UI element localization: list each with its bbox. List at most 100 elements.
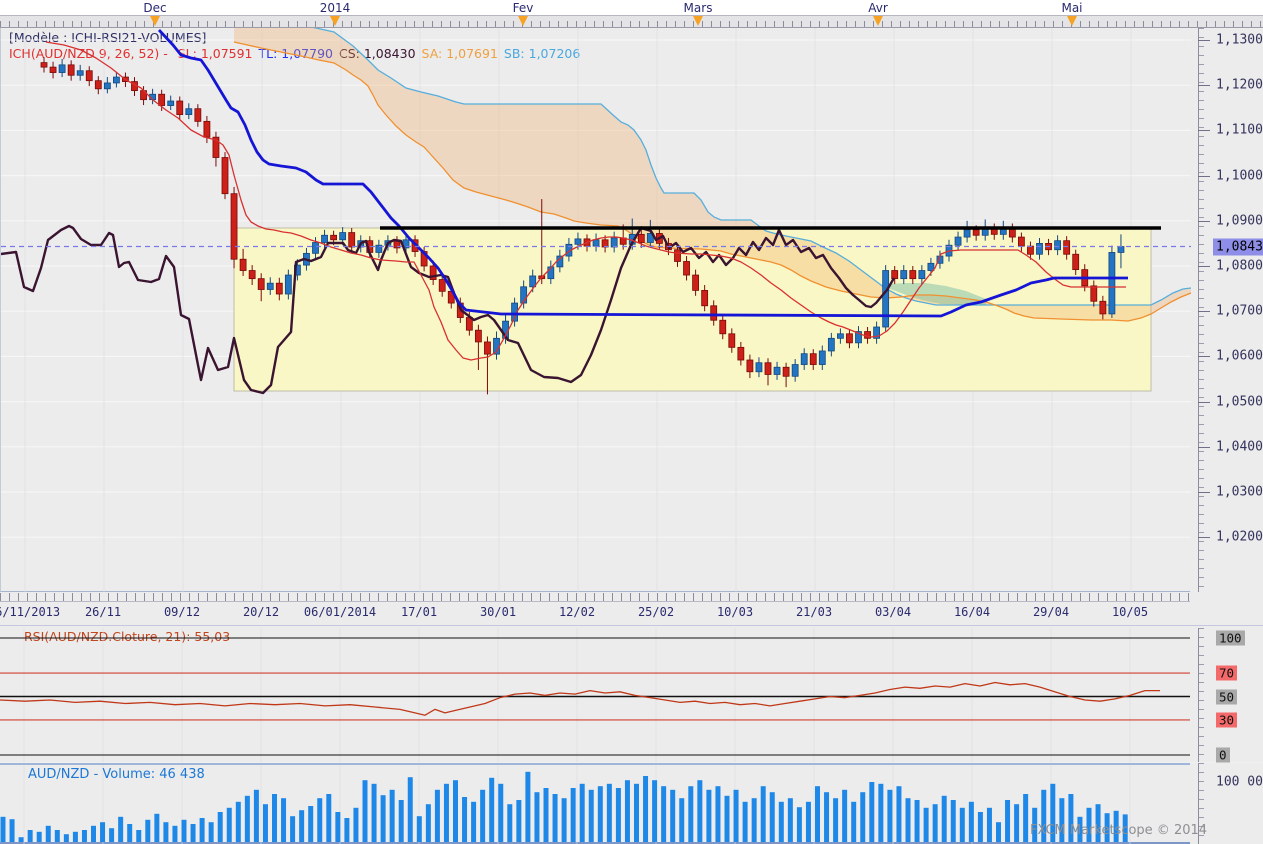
- ichimoku-cloud-bearish: [881, 283, 986, 305]
- date-tick-label: 30/01: [479, 605, 517, 619]
- indicator-value-sl: SL: 1,07591: [177, 46, 253, 61]
- rsi-level-badge: 70: [1216, 665, 1238, 681]
- date-axis-ticks: [0, 593, 1190, 602]
- main-chart-pane[interactable]: [Modèle : ICHI-RSI21-VOLUMES] ICH(AUD/NZ…: [0, 28, 1191, 592]
- indicator-value-cs: CS: 1,08430: [339, 46, 416, 61]
- price-axis-tick: [1198, 401, 1210, 403]
- price-axis-tick: [1198, 356, 1210, 358]
- date-axis[interactable]: 06/11/2013 26/11 09/12 20/12 06/01/2014 17/01…: [0, 592, 1263, 628]
- gridlines: [1, 28, 1191, 592]
- volume-pane[interactable]: AUD/NZD - Volume: 46 438 FXCM Marketscop…: [0, 763, 1207, 844]
- price-tick-label: 1,0200: [1216, 529, 1263, 545]
- month-marker-arrow: [330, 16, 340, 26]
- month-marker-arrow: [150, 16, 160, 26]
- month-marker-arrow: [518, 16, 528, 26]
- top-ruler-ticks: [0, 21, 1263, 27]
- price-axis-ruler: [1198, 28, 1211, 592]
- date-tick-label: 09/12: [163, 605, 201, 619]
- price-tick-label: 1,0500: [1216, 394, 1263, 410]
- watermark: FXCM Marketscope © 2014: [1030, 823, 1208, 838]
- volume-label: AUD/NZD - Volume: 46 438: [28, 767, 205, 782]
- tenkan-line: [45, 41, 1126, 361]
- rsi-axis-ruler: [1198, 628, 1211, 762]
- senkou-b-line: [312, 28, 1191, 306]
- current-price-badge: 1,08430: [1213, 238, 1263, 256]
- rsi-level-badge: 30: [1216, 712, 1238, 728]
- date-tick-label: 20/12: [242, 605, 280, 619]
- price-axis-tick: [1198, 85, 1210, 87]
- volume-bars: [0, 771, 1128, 842]
- chart-titles: [Modèle : ICHI-RSI21-VOLUMES] ICH(AUD/NZ…: [9, 30, 586, 61]
- indicator-prefix: ICH(AUD/NZD 9, 26, 52) -: [9, 46, 172, 61]
- price-axis-tick: [1198, 40, 1210, 41]
- date-tick-label: 29/04: [1032, 605, 1070, 619]
- date-tick-label: 21/03: [795, 605, 833, 619]
- top-month-axis: Dec 2014 Fev Mars Avr Mai: [0, 0, 1263, 28]
- rsi-level-badge: 0: [1216, 747, 1230, 763]
- date-tick-label: 16/04: [953, 605, 991, 619]
- indicator-value-sa: SA: 1,07691: [421, 46, 498, 61]
- date-tick-label: 17/01: [400, 605, 438, 619]
- volume-axis-label: 100 000: [1216, 774, 1263, 790]
- month-label: Dec: [143, 1, 167, 15]
- indicator-value-tl: TL: 1,07790: [258, 46, 333, 61]
- price-tick-label: 1,1000: [1216, 168, 1263, 184]
- price-axis-tick: [1198, 446, 1210, 448]
- price-axis[interactable]: 1,08430 1,1300 1,1200 1,1100 1,1000 1,0900 1,…: [1190, 28, 1263, 592]
- main-chart-canvas: [1, 28, 1191, 592]
- date-tick-label: 10/03: [716, 605, 754, 619]
- month-label: Fev: [512, 1, 534, 15]
- date-tick-label: 26/11: [84, 605, 122, 619]
- model-title: [Modèle : ICHI-RSI21-VOLUMES]: [9, 30, 207, 45]
- price-axis-tick: [1198, 537, 1210, 539]
- month-label-row: [0, 0, 1263, 15]
- rsi-axis: 100 70 50 30 0: [1190, 628, 1263, 763]
- price-tick-label: 1,1300: [1216, 32, 1263, 48]
- date-axis-separator: [0, 625, 1263, 626]
- ichimoku-cloud: [234, 28, 1191, 321]
- candles: [40, 57, 1125, 395]
- price-tick-label: 1,0600: [1216, 348, 1263, 364]
- month-label: Mai: [1061, 1, 1083, 15]
- volume-axis-ruler: [1198, 763, 1211, 844]
- rsi-canvas: [0, 628, 1190, 762]
- rsi-pane[interactable]: RSI(AUD/NZD.Cloture, 21): 55,03: [0, 628, 1190, 762]
- indicator-title: ICH(AUD/NZD 9, 26, 52) - SL: 1,07591 TL: …: [9, 46, 586, 61]
- date-tick-label: 12/02: [558, 605, 596, 619]
- top-ruler[interactable]: [0, 15, 1263, 28]
- price-axis-tick: [1198, 130, 1210, 132]
- date-tick-label: 25/02: [637, 605, 675, 619]
- price-axis-tick: [1198, 492, 1210, 493]
- date-tick-label: 10/05: [1111, 605, 1149, 619]
- month-marker-arrow: [693, 16, 703, 26]
- rsi-line: [0, 681, 1160, 716]
- date-tick-label: 03/04: [874, 605, 912, 619]
- price-axis-tick: [1198, 311, 1210, 313]
- month-label: Avr: [868, 1, 888, 15]
- price-tick-label: 1,0400: [1216, 439, 1263, 455]
- price-tick-label: 1,0300: [1216, 484, 1263, 500]
- price-tick-label: 1,0700: [1216, 303, 1263, 319]
- kijun-line: [157, 29, 1128, 318]
- date-tick-label: 06/11/2013: [0, 605, 61, 619]
- senkou-a-line: [233, 41, 1191, 322]
- price-axis-tick: [1198, 175, 1210, 177]
- price-axis-tick: [1198, 220, 1210, 222]
- price-tick-label: 1,0800: [1216, 258, 1263, 274]
- price-tick-label: 1,1100: [1216, 122, 1263, 138]
- rsi-level-badge: 100: [1216, 630, 1245, 646]
- price-axis-tick: [1198, 266, 1210, 267]
- month-marker-arrow: [1067, 16, 1077, 26]
- date-tick-label: 06/01/2014: [303, 605, 377, 619]
- volume-axis: 100 000: [1190, 763, 1263, 844]
- indicator-value-sb: SB: 1,07206: [503, 46, 581, 61]
- month-label: Mars: [683, 1, 713, 15]
- price-tick-label: 1,1200: [1216, 77, 1263, 93]
- rsi-level-badge: 50: [1216, 689, 1238, 704]
- range-rectangle: [233, 227, 1152, 392]
- month-label: 2014: [319, 1, 351, 15]
- chikou-line: [1, 224, 896, 395]
- price-tick-label: 1,0900: [1216, 213, 1263, 229]
- month-marker-arrow: [873, 16, 883, 26]
